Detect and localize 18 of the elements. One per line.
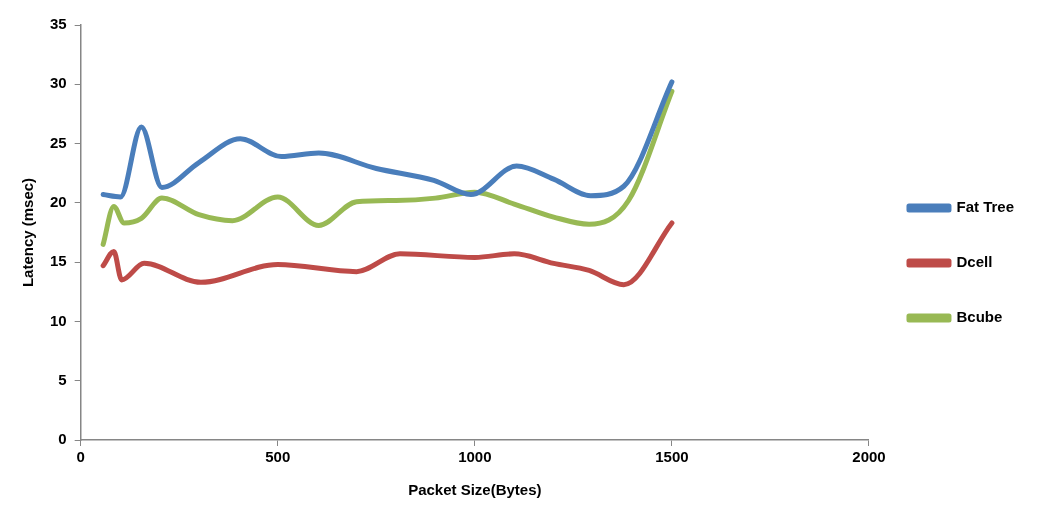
legend-label: Dcell: [956, 253, 993, 271]
x-tick-label: 500: [265, 448, 291, 466]
y-tick-label: 10: [50, 311, 67, 329]
x-tick-label: 1500: [655, 448, 689, 466]
y-tick-label: 15: [50, 252, 67, 270]
y-tick-label: 30: [50, 74, 67, 92]
legend-label: Bcube: [956, 308, 1003, 326]
x-axis-title: Packet Size(Bytes): [408, 481, 542, 499]
x-tick-label: 1000: [458, 448, 492, 466]
x-tick-label: 2000: [852, 448, 886, 466]
x-tick-label: 0: [76, 448, 85, 466]
legend-label: Fat Tree: [956, 198, 1015, 216]
y-tick-label: 0: [58, 430, 67, 448]
y-axis-title: Latency (msec): [19, 177, 37, 288]
y-tick-label: 20: [50, 193, 67, 210]
y-tick-label: 5: [58, 370, 67, 388]
y-tick-label: 35: [50, 15, 67, 33]
y-tick-label: 25: [50, 133, 67, 151]
